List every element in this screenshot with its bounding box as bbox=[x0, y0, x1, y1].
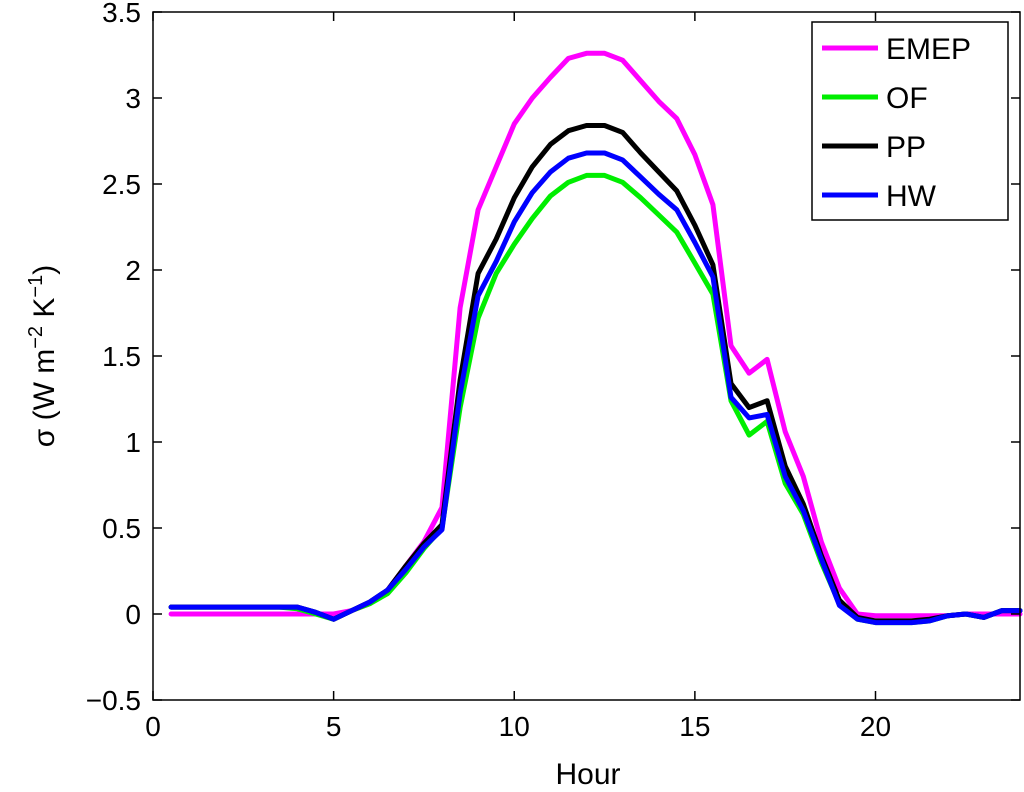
x-tick-label: 20 bbox=[860, 711, 891, 742]
x-tick-label: 0 bbox=[145, 711, 161, 742]
y-axis-title-exp1: −2 bbox=[25, 326, 47, 349]
y-tick-label: 1 bbox=[125, 427, 141, 458]
y-tick-label: 3 bbox=[125, 83, 141, 114]
y-tick-label: 3.5 bbox=[102, 0, 141, 28]
y-tick-label: −0.5 bbox=[86, 685, 141, 716]
legend-label-emep: EMEP bbox=[886, 33, 971, 66]
legend-label-pp: PP bbox=[886, 131, 926, 164]
series-layer bbox=[168, 50, 1023, 626]
x-axis-title: Hour bbox=[555, 758, 620, 791]
y-tick-label: 2 bbox=[125, 255, 141, 286]
series-line-hw bbox=[168, 150, 1023, 626]
y-tick-label: 0.5 bbox=[102, 513, 141, 544]
legend-label-hw: HW bbox=[886, 180, 937, 213]
legend-box bbox=[811, 21, 1009, 221]
y-axis: −0.5 0 0.5 1 1.5 2 2.5 3 3.5 bbox=[86, 0, 1020, 716]
legend: EMEP OF PP HW bbox=[811, 21, 1009, 221]
y-tick-label: 0 bbox=[125, 599, 141, 630]
y-axis-title-prefix: σ (W m bbox=[28, 349, 61, 447]
x-tick-label: 10 bbox=[499, 711, 530, 742]
x-axis: 0 5 10 15 20 bbox=[145, 12, 891, 742]
legend-label-of: OF bbox=[886, 82, 928, 115]
x-tick-label: 5 bbox=[326, 711, 342, 742]
y-axis-title: σ (W m−2 K−1) bbox=[25, 265, 61, 447]
y-tick-label: 1.5 bbox=[102, 341, 141, 372]
y-axis-title-mid: K bbox=[28, 298, 61, 326]
y-tick-label: 2.5 bbox=[102, 169, 141, 200]
y-axis-title-suffix: ) bbox=[28, 265, 61, 275]
x-tick-label: 15 bbox=[679, 711, 710, 742]
legend-items: EMEP OF PP HW bbox=[822, 33, 971, 213]
y-axis-title-exp2: −1 bbox=[25, 275, 47, 298]
